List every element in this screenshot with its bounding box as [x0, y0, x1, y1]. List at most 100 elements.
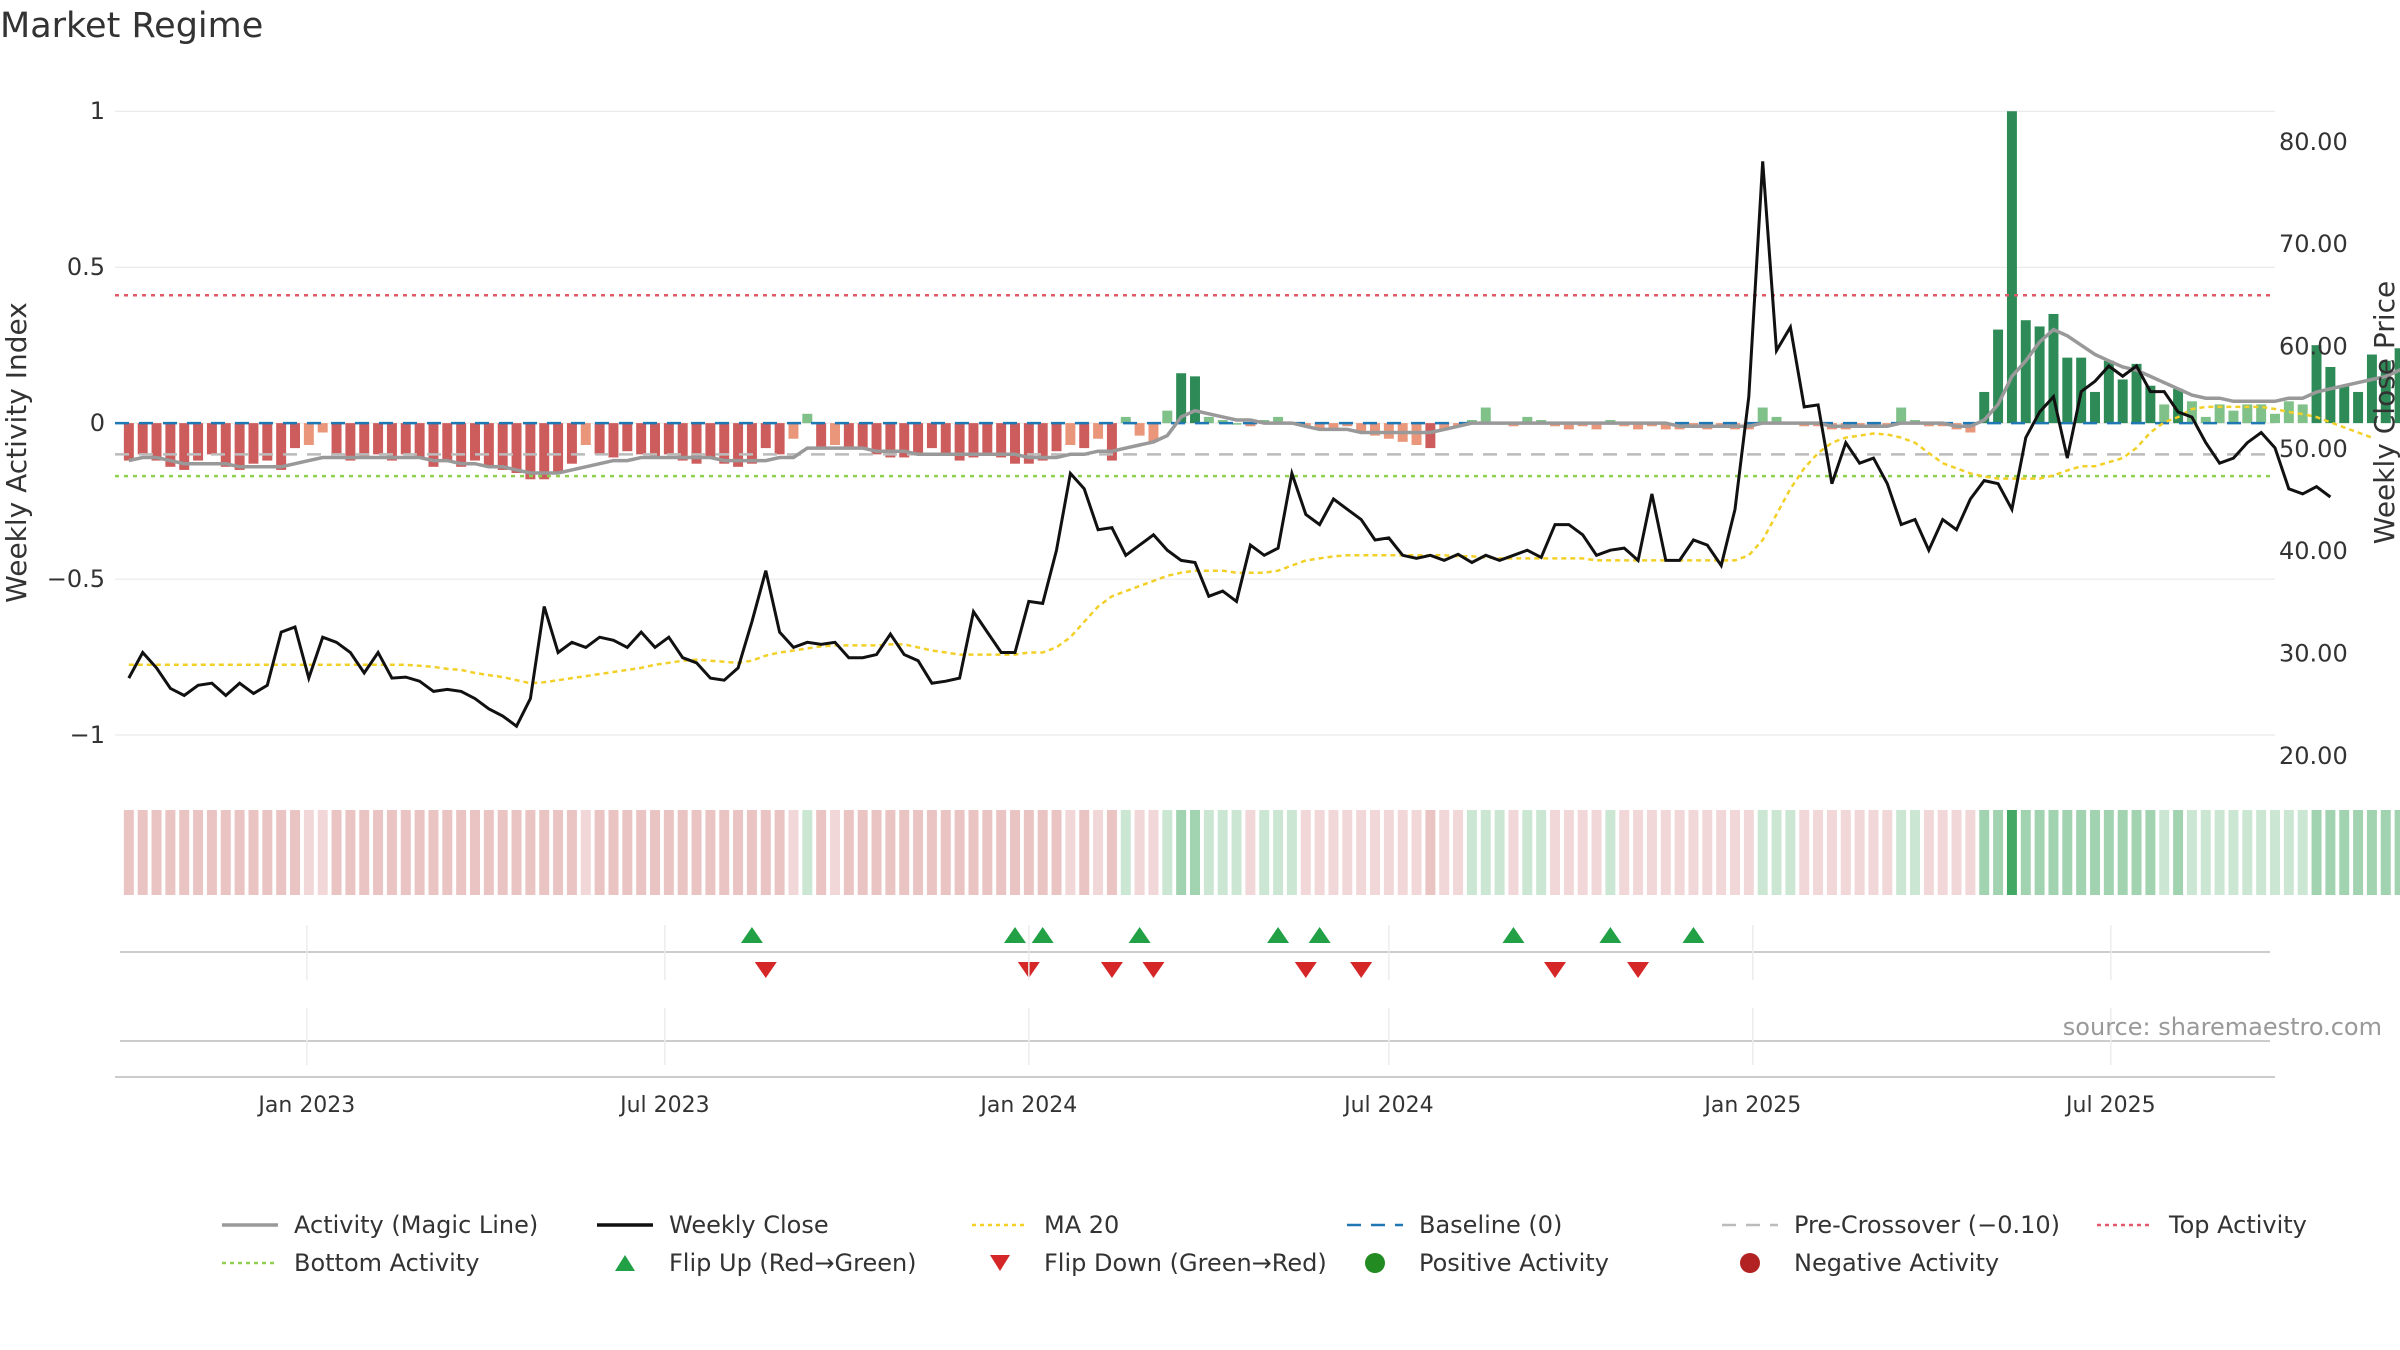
regime-strip-cell [2228, 810, 2239, 895]
regime-strip-cell [123, 810, 134, 895]
regime-strip-cell [442, 810, 453, 895]
legend-item-baseline: Baseline (0) [1345, 1211, 1562, 1239]
activity-bar [2103, 360, 2114, 424]
activity-bar [2145, 385, 2156, 424]
regime-strip-cell [1785, 810, 1796, 895]
activity-bar [2062, 357, 2073, 424]
activity-bar [428, 423, 439, 467]
activity-bar [871, 423, 882, 455]
regime-strip-cell [1771, 810, 1782, 895]
activity-bar [857, 423, 868, 449]
activity-bar [414, 423, 425, 458]
activity-bar [2117, 379, 2128, 424]
regime-strip-cell [1605, 810, 1616, 895]
regime-strip-cell [857, 810, 868, 895]
regime-strip-cell [373, 810, 384, 895]
solid-line-icon [597, 1223, 653, 1227]
left-tick-label: 1 [90, 97, 105, 125]
activity-bar [705, 423, 716, 458]
regime-strip-cell [2270, 810, 2280, 895]
flip-up-marker [1599, 927, 1622, 943]
x-axis: Jan 2023 Jul 2023 Jan 2024 Jul 2024 Jan 2025… [115, 925, 2275, 1118]
activity-bar [1633, 423, 1644, 430]
legend-label: Negative Activity [1794, 1249, 2000, 1277]
activity-bar [1757, 407, 1768, 424]
flip-up-marker [1004, 927, 1026, 943]
regime-strip-cell [1868, 810, 1879, 895]
activity-bar [373, 423, 384, 455]
magic-line [128, 327, 2400, 475]
flip-down-marker [1294, 962, 1317, 978]
regime-strip-cell [788, 810, 799, 895]
regime-strip-cell [719, 810, 730, 895]
regime-strip-cell [705, 810, 716, 895]
regime-strip-cell [2145, 810, 2156, 895]
regime-strip-cell [1923, 810, 1934, 895]
activity-bar [982, 423, 993, 455]
activity-bar [2034, 326, 2045, 424]
regime-strip [123, 810, 2400, 895]
regime-strip-cell [843, 810, 854, 895]
regime-strip-cell [1813, 810, 1824, 895]
regime-strip-cell [830, 810, 840, 895]
right-tick-label: 30.00 [2279, 640, 2348, 668]
activity-bar [1425, 423, 1436, 449]
activity-bar [1023, 423, 1034, 464]
regime-strip-cell [525, 810, 536, 895]
activity-bar [220, 423, 231, 467]
regime-strip-cell [1494, 810, 1505, 895]
legend-label: Top Activity [2169, 1211, 2307, 1239]
activity-bar [1065, 423, 1076, 445]
activity-bar [2256, 404, 2267, 424]
regime-strip-cell [1826, 810, 1837, 895]
flip-markers [120, 927, 2270, 1042]
activity-bar [525, 423, 536, 480]
regime-strip-cell [1480, 810, 1491, 895]
activity-bar [456, 423, 467, 467]
activity-bar [663, 423, 674, 455]
activity-bar [1148, 423, 1159, 442]
dashed-line-icon [1722, 1223, 1778, 1227]
left-axis-title: Weekly Activity Index [0, 302, 33, 603]
regime-strip-cell [1536, 810, 1547, 895]
regime-strip-cell [1425, 810, 1436, 895]
flip-down-marker [1142, 962, 1165, 978]
regime-strip-cell [982, 810, 993, 895]
activity-bar [802, 413, 813, 424]
regime-strip-cell [345, 810, 356, 895]
activity-bar [885, 423, 896, 458]
activity-bar [262, 423, 273, 461]
activity-bar [386, 423, 397, 461]
chart-title: Market Regime [0, 6, 264, 46]
regime-strip-cell [2353, 810, 2364, 895]
activity-bar [691, 423, 702, 464]
activity-bar [2380, 360, 2391, 424]
regime-strip-cell [1882, 810, 1893, 895]
regime-strip-cell [1646, 810, 1657, 895]
activity-bar [816, 423, 827, 449]
regime-strip-cell [816, 810, 827, 895]
regime-strip-cell [1286, 810, 1297, 895]
regime-strip-cell [179, 810, 190, 895]
regime-strip-cell [2117, 810, 2128, 895]
regime-strip-cell [1037, 810, 1048, 895]
activity-bar [2020, 320, 2031, 424]
activity-bar [746, 423, 757, 464]
activity-bar [1328, 423, 1339, 430]
regime-strip-cell [1134, 810, 1145, 895]
right-tick-label: 20.00 [2279, 742, 2348, 770]
regime-strip-cell [774, 810, 785, 895]
regime-strip-cell [2103, 810, 2114, 895]
regime-strip-cell [1259, 810, 1270, 895]
legend-label: Pre-Crossover (−0.10) [1794, 1211, 2061, 1239]
right-tick-label: 40.00 [2279, 537, 2348, 565]
legend-label: Flip Up (Red→Green) [669, 1249, 917, 1277]
weekly-close-line [127, 161, 2332, 729]
regime-strip-cell [1328, 810, 1339, 895]
regime-strip-cell [1231, 810, 1242, 895]
activity-bar [636, 423, 647, 455]
regime-strip-cell [1176, 810, 1187, 895]
regime-strip-cell [400, 810, 411, 895]
regime-strip-cell [1051, 810, 1062, 895]
regime-strip-cell [1910, 810, 1920, 895]
